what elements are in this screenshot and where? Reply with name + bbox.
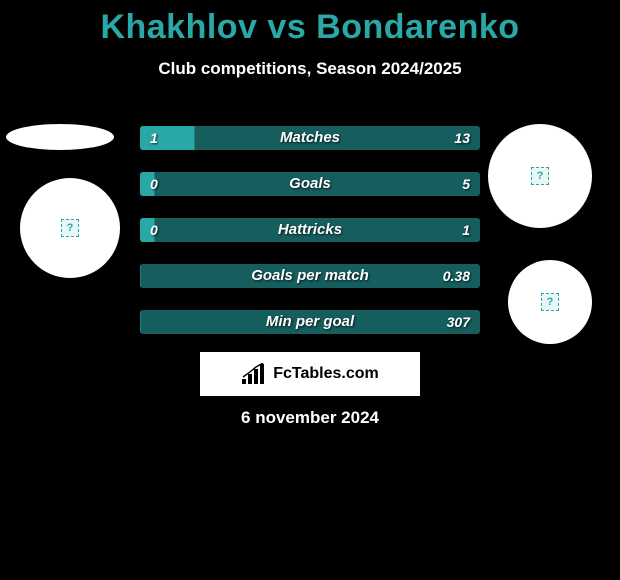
stat-bar-row: 01Hattricks (140, 218, 480, 242)
brand-box: FcTables.com (200, 352, 420, 396)
stat-right-value: 1 (462, 218, 470, 242)
stat-label: Goals (140, 172, 480, 196)
stat-bar-row: 05Goals (140, 172, 480, 196)
stats-bars-area: 113Matches 05Goals 01Hattricks 0.38Goals pe… (140, 126, 480, 356)
stat-label: Min per goal (140, 310, 480, 334)
stat-right-value: 13 (454, 126, 470, 150)
brand-text: FcTables.com (273, 365, 379, 383)
page-subtitle: Club competitions, Season 2024/2025 (0, 59, 620, 79)
avatar-right-second: ? (508, 260, 592, 344)
placeholder-icon: ? (541, 293, 559, 311)
avatar-right-player: ? (488, 124, 592, 228)
avatar-left-flat-oval (6, 124, 114, 150)
avatar-left-player: ? (20, 178, 120, 278)
stat-right-value: 5 (462, 172, 470, 196)
stat-label: Hattricks (140, 218, 480, 242)
stat-bar-left-fill (140, 172, 155, 196)
page-title: Khakhlov vs Bondarenko (0, 0, 620, 47)
stat-bar-left-fill (140, 264, 141, 288)
date-line: 6 november 2024 (0, 408, 620, 428)
brand-bars-icon (241, 363, 267, 385)
stat-bar-row: 307Min per goal (140, 310, 480, 334)
stat-bar-row: 113Matches (140, 126, 480, 150)
stat-bar-row: 0.38Goals per match (140, 264, 480, 288)
placeholder-icon: ? (61, 219, 79, 237)
placeholder-icon: ? (531, 167, 549, 185)
stat-label: Goals per match (140, 264, 480, 288)
stat-bar-left-fill (140, 126, 195, 150)
stat-right-value: 307 (447, 310, 470, 334)
stat-bar-left-fill (140, 218, 155, 242)
comparison-infographic: Khakhlov vs Bondarenko Club competitions… (0, 0, 620, 580)
stat-right-value: 0.38 (443, 264, 470, 288)
stat-bar-left-fill (140, 310, 141, 334)
